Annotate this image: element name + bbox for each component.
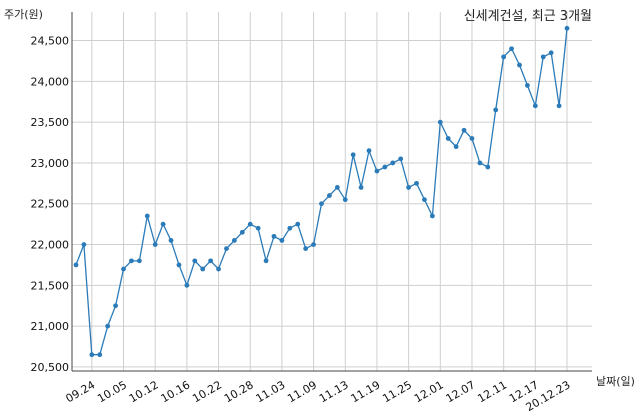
data-point <box>319 201 324 207</box>
x-tick-label: 10.28 <box>222 378 256 405</box>
data-point <box>398 156 404 162</box>
data-point <box>469 136 475 141</box>
data-point <box>358 185 364 190</box>
data-point <box>136 258 142 264</box>
data-point <box>414 180 419 186</box>
data-point <box>556 103 562 109</box>
data-point <box>437 119 443 125</box>
x-tick-labels: 09.2410.0510.1210.1610.2210.2811.0311.09… <box>64 378 573 414</box>
data-point <box>208 258 214 264</box>
y-tick-label: 23,500 <box>31 116 70 129</box>
data-point <box>422 197 427 203</box>
x-tick-label: 11.25 <box>380 378 414 405</box>
data-point <box>311 242 316 247</box>
data-point <box>176 262 182 268</box>
x-tick-label: 10.05 <box>95 378 129 405</box>
data-point <box>525 83 530 88</box>
data-point <box>231 238 237 243</box>
data-point <box>184 282 190 288</box>
x-tick-label: 12.01 <box>412 378 446 405</box>
data-point <box>509 46 514 52</box>
y-axis-label: 주가(원) <box>4 8 43 21</box>
data-point <box>350 152 356 158</box>
x-tick-label: 12.07 <box>444 378 478 405</box>
data-point <box>366 148 372 154</box>
y-tick-label: 21,500 <box>31 279 70 292</box>
price-series <box>73 25 570 358</box>
data-point <box>548 50 554 56</box>
y-tick-label: 22,500 <box>31 198 70 211</box>
y-tick-label: 24,000 <box>31 75 70 88</box>
y-tick-label: 24,500 <box>31 35 70 48</box>
data-point <box>279 238 285 243</box>
data-point <box>390 160 396 166</box>
data-point <box>453 144 459 150</box>
y-tick-label: 22,000 <box>31 239 70 252</box>
data-point <box>81 242 87 247</box>
x-tick-label: 11.09 <box>285 378 319 405</box>
data-point <box>517 62 522 68</box>
data-point <box>382 164 388 170</box>
data-point <box>532 103 538 109</box>
data-point <box>287 225 293 231</box>
data-point <box>247 221 253 227</box>
data-point <box>461 127 467 133</box>
data-point <box>105 323 111 329</box>
data-point <box>374 168 380 174</box>
price-line <box>75 28 568 356</box>
x-tick-label: 10.16 <box>159 378 193 405</box>
y-tick-label: 23,000 <box>31 157 70 170</box>
data-point <box>295 221 301 227</box>
x-tick-label: 12.11 <box>475 378 509 405</box>
data-point <box>477 160 483 166</box>
x-tick-label: 10.12 <box>127 378 161 405</box>
data-point <box>342 197 348 203</box>
data-point <box>224 246 229 252</box>
data-point <box>89 352 95 358</box>
data-point <box>73 262 79 268</box>
axes <box>71 12 592 372</box>
data-point <box>97 352 103 358</box>
data-point <box>334 185 340 190</box>
data-point <box>168 238 174 243</box>
y-tick-label: 20,500 <box>31 361 70 374</box>
data-point <box>445 136 451 141</box>
data-point <box>152 242 158 247</box>
y-tick-label: 21,000 <box>31 320 70 333</box>
data-point <box>160 221 166 227</box>
x-axis-label: 날짜(일) <box>596 374 635 388</box>
x-tick-label: 09.24 <box>64 378 98 405</box>
x-tick-label: 11.03 <box>254 378 288 405</box>
x-tick-label: 10.22 <box>190 378 224 405</box>
data-point <box>564 25 570 31</box>
x-tick-label: 11.19 <box>349 378 383 405</box>
data-point <box>239 229 245 235</box>
data-point <box>192 258 198 264</box>
data-point <box>493 107 499 113</box>
y-tick-labels: 20,500 21,000 21,500 22,000 22,500 23,000 23,5… <box>31 35 70 374</box>
data-point <box>113 303 118 309</box>
data-point <box>216 266 221 272</box>
data-point <box>121 266 126 272</box>
chart-title: 신세계건설, 최근 3개월 <box>464 9 592 24</box>
data-point <box>303 246 309 252</box>
data-point <box>263 258 269 264</box>
grid <box>72 12 592 371</box>
data-point <box>501 54 507 60</box>
data-point <box>255 225 261 231</box>
data-point <box>129 258 134 264</box>
data-point <box>200 266 206 272</box>
data-point <box>485 164 491 170</box>
data-point <box>540 54 546 60</box>
data-point <box>144 213 150 219</box>
x-tick-label: 11.13 <box>317 378 351 405</box>
data-point <box>429 213 435 219</box>
data-point <box>327 193 332 198</box>
data-point <box>406 185 412 190</box>
data-point <box>271 233 277 239</box>
